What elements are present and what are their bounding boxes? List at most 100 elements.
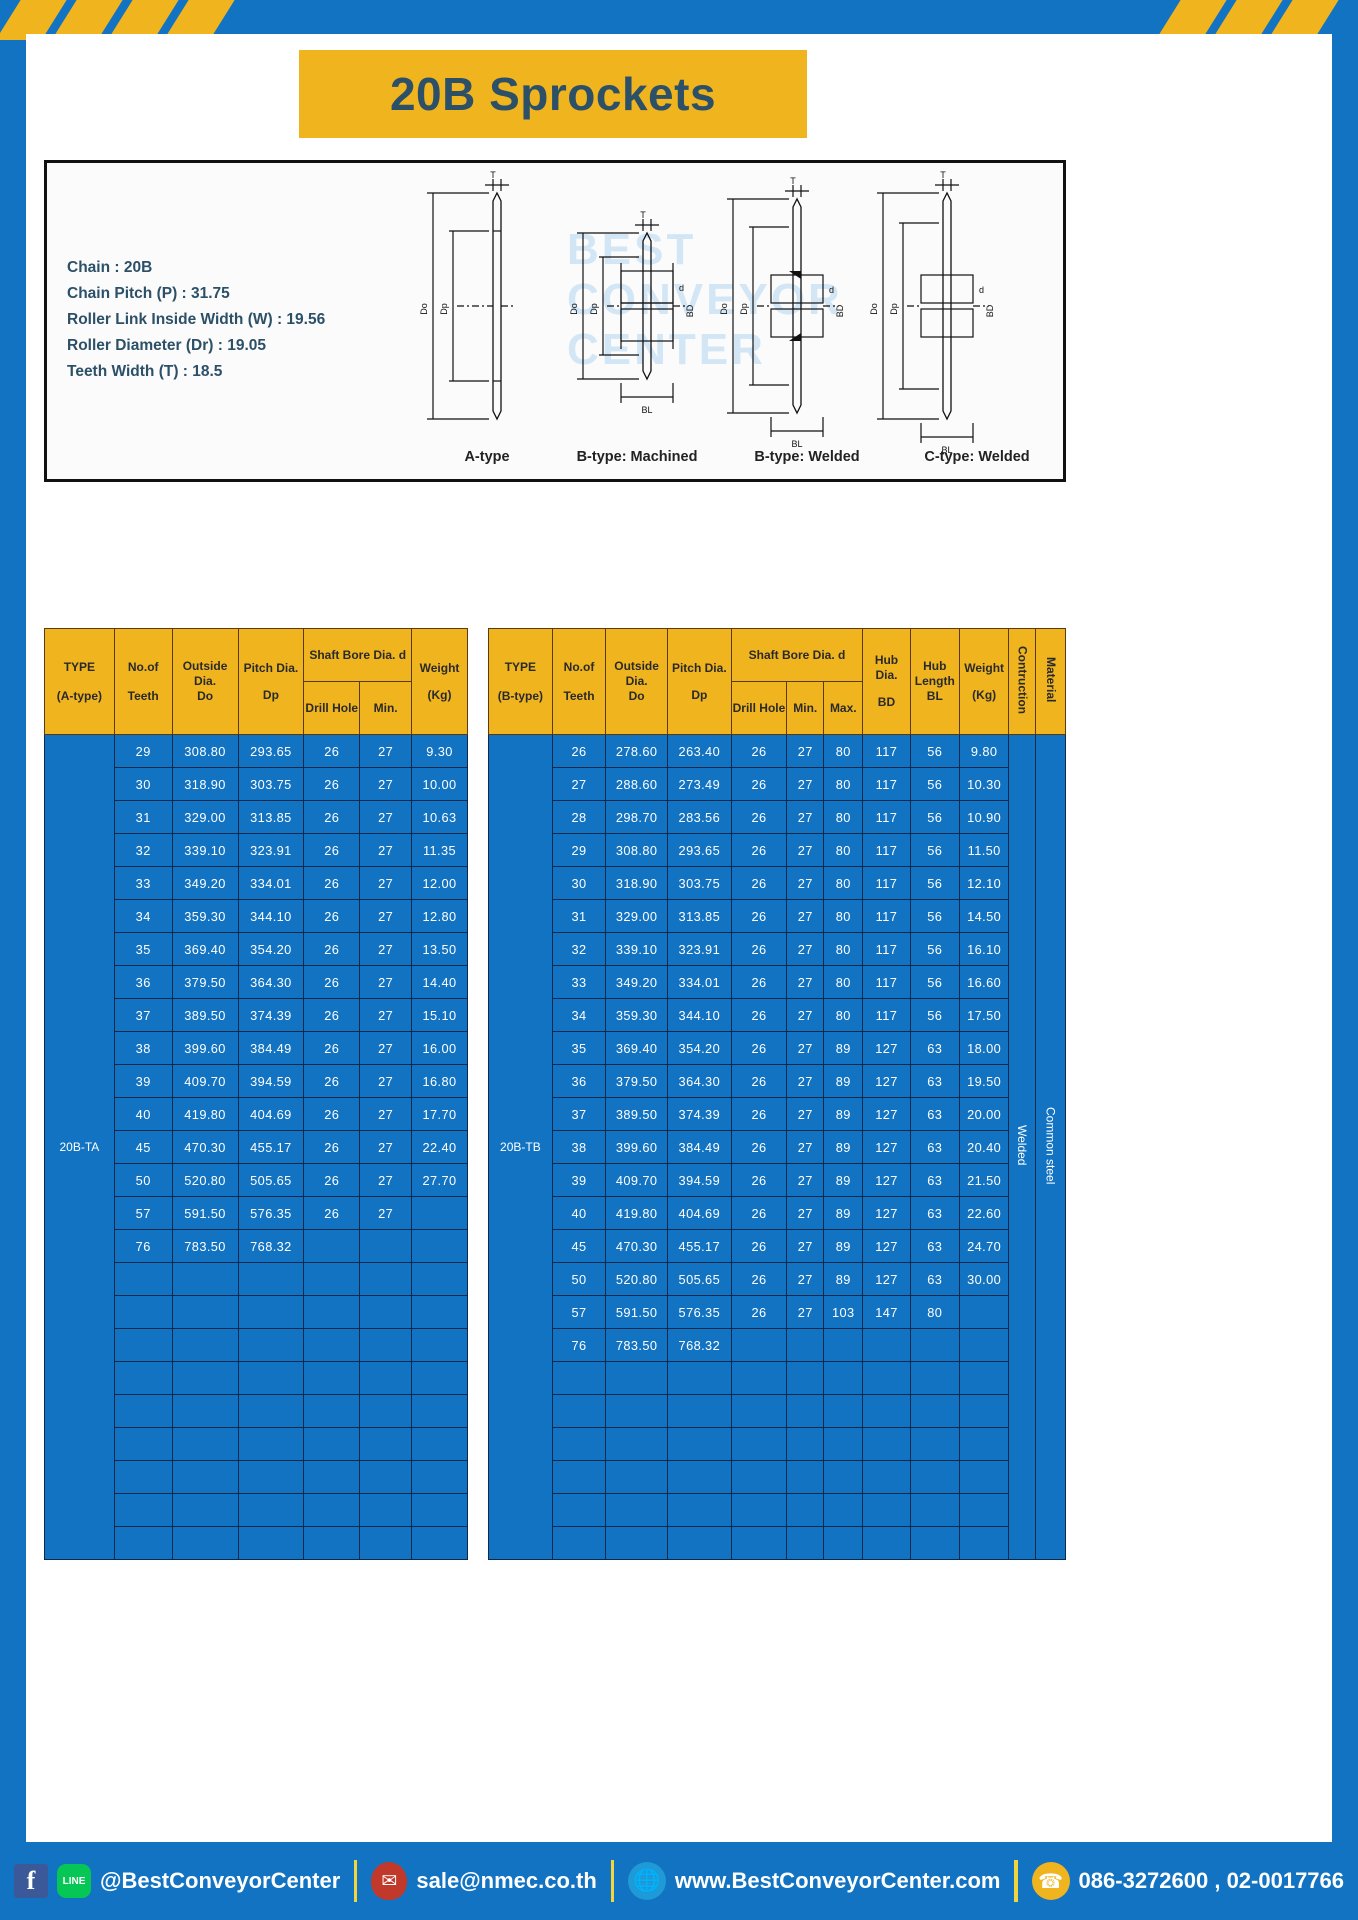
table-cell: 26 — [303, 734, 361, 768]
table-cell — [237, 1493, 305, 1527]
table-cell — [730, 1526, 788, 1560]
phone-icon[interactable]: ☎ — [1031, 1862, 1070, 1900]
globe-icon[interactable]: 🌐 — [627, 1862, 666, 1900]
table-cell: 26 — [730, 1097, 788, 1131]
table-row: 50 520.80 505.65 26 27 89 127 63 30.00 — [489, 1262, 1066, 1296]
table-cell: 27 — [786, 1031, 825, 1065]
table-cell: 45 — [113, 1130, 173, 1164]
table-cell — [411, 1229, 468, 1263]
table-cell — [958, 1295, 1010, 1329]
table-cell: 80 — [823, 767, 864, 801]
table-row: 45 470.30 455.17 26 27 89 127 63 24.70 — [489, 1229, 1066, 1263]
table-row: 31 329.00 313.85 26 27 80 117 56 14.50 — [489, 899, 1066, 933]
table-row: 50 520.80 505.65 26 27 27.70 — [45, 1163, 468, 1197]
th-outside-dia: Outside Dia. Do — [605, 628, 668, 735]
table-cell — [666, 1427, 732, 1461]
table-cell — [909, 1526, 960, 1560]
table-cell — [958, 1328, 1010, 1362]
table-cell: 334.01 — [666, 965, 732, 999]
table-cell — [411, 1295, 468, 1329]
facebook-icon[interactable]: f — [14, 1864, 48, 1898]
table-cell: 9.30 — [411, 734, 468, 768]
table-cell: 89 — [823, 1196, 864, 1230]
table-cell — [113, 1295, 173, 1329]
table-cell: 26 — [730, 965, 788, 999]
table-row — [45, 1394, 468, 1428]
table-cell — [605, 1427, 668, 1461]
svg-text:T: T — [940, 171, 946, 180]
phone-numbers[interactable]: 086-3272600 , 02-0017766 — [1078, 1868, 1345, 1893]
table-cell: 27 — [359, 1196, 413, 1230]
table-cell — [786, 1493, 825, 1527]
th-drill-hole: Drill Hole — [303, 681, 361, 735]
email-address[interactable]: sale@nmec.co.th — [416, 1868, 597, 1893]
table-cell: 505.65 — [666, 1262, 732, 1296]
table-cell — [171, 1361, 239, 1395]
table-cell: 22.60 — [958, 1196, 1010, 1230]
table-cell: 127 — [862, 1163, 911, 1197]
table-cell — [909, 1394, 960, 1428]
table-cell: 37 — [551, 1097, 607, 1131]
table-cell: 354.20 — [237, 932, 305, 966]
table-cell — [237, 1526, 305, 1560]
table-cell: 26 — [303, 1064, 361, 1098]
table-cell: 33 — [113, 866, 173, 900]
table-cell: 37 — [113, 998, 173, 1032]
svg-text:T: T — [490, 171, 496, 180]
table-cell — [958, 1526, 1010, 1560]
spec-diagram-panel: BEST CONVEYOR CENTER Chain : 20B Chain P… — [44, 160, 1066, 482]
table-cell — [862, 1328, 911, 1362]
table-cell — [958, 1427, 1010, 1461]
footer-email[interactable]: ✉ sale@nmec.co.th — [357, 1862, 610, 1900]
table-cell — [958, 1361, 1010, 1395]
table-cell: 27 — [786, 1295, 825, 1329]
table-cell: 26 — [730, 899, 788, 933]
table-cell: 103 — [823, 1295, 864, 1329]
footer-facebook[interactable]: f LINE @BestConveyorCenter — [0, 1864, 354, 1898]
footer-website[interactable]: 🌐 www.BestConveyorCenter.com — [614, 1862, 1015, 1900]
facebook-handle[interactable]: @BestConveyorCenter — [100, 1868, 341, 1893]
envelope-icon[interactable]: ✉ — [371, 1862, 408, 1900]
footer-phone[interactable]: ☎ 086-3272600 , 02-0017766 — [1018, 1862, 1358, 1900]
table-cell — [359, 1295, 413, 1329]
th-drill-hole: Drill Hole — [730, 681, 788, 735]
table-cell: 11.35 — [411, 833, 468, 867]
table-cell: 89 — [823, 1262, 864, 1296]
table-row — [45, 1427, 468, 1461]
table-cell: 80 — [823, 899, 864, 933]
table-cell: 27 — [359, 998, 413, 1032]
svg-text:d: d — [829, 285, 834, 295]
table-cell: 56 — [909, 866, 960, 900]
table-cell: 470.30 — [605, 1229, 668, 1263]
table-cell: 27 — [359, 767, 413, 801]
table-cell: 27 — [359, 866, 413, 900]
table-cell — [666, 1394, 732, 1428]
table-cell — [171, 1493, 239, 1527]
th-hub-dia: Hub Dia. BD — [862, 628, 911, 735]
table-cell: 27 — [359, 1130, 413, 1164]
table-cell — [303, 1394, 361, 1428]
table-cell: 117 — [862, 965, 911, 999]
table-cell: 27 — [786, 1229, 825, 1263]
table-cell: 56 — [909, 965, 960, 999]
website-url[interactable]: www.BestConveyorCenter.com — [674, 1868, 1001, 1893]
table-cell: 409.70 — [605, 1163, 668, 1197]
table-cell: 63 — [909, 1196, 960, 1230]
table-cell: 63 — [909, 1163, 960, 1197]
table-cell: 293.65 — [666, 833, 732, 867]
table-cell: 21.50 — [958, 1163, 1010, 1197]
table-cell — [171, 1460, 239, 1494]
th-pitch-dia: Pitch Dia. Dp — [666, 628, 732, 735]
table-cell: 32 — [551, 932, 607, 966]
table-cell — [411, 1361, 468, 1395]
table-cell: 10.30 — [958, 767, 1010, 801]
table-cell: 273.49 — [666, 767, 732, 801]
table-cell — [303, 1328, 361, 1362]
spec-roller-dia: Roller Diameter (Dr) : 19.05 — [67, 337, 266, 354]
table-cell: 35 — [113, 932, 173, 966]
line-app-icon[interactable]: LINE — [57, 1864, 91, 1898]
table-cell: 80 — [823, 800, 864, 834]
table-cell: 27 — [786, 1163, 825, 1197]
table-cell — [909, 1328, 960, 1362]
table-cell: 16.80 — [411, 1064, 468, 1098]
